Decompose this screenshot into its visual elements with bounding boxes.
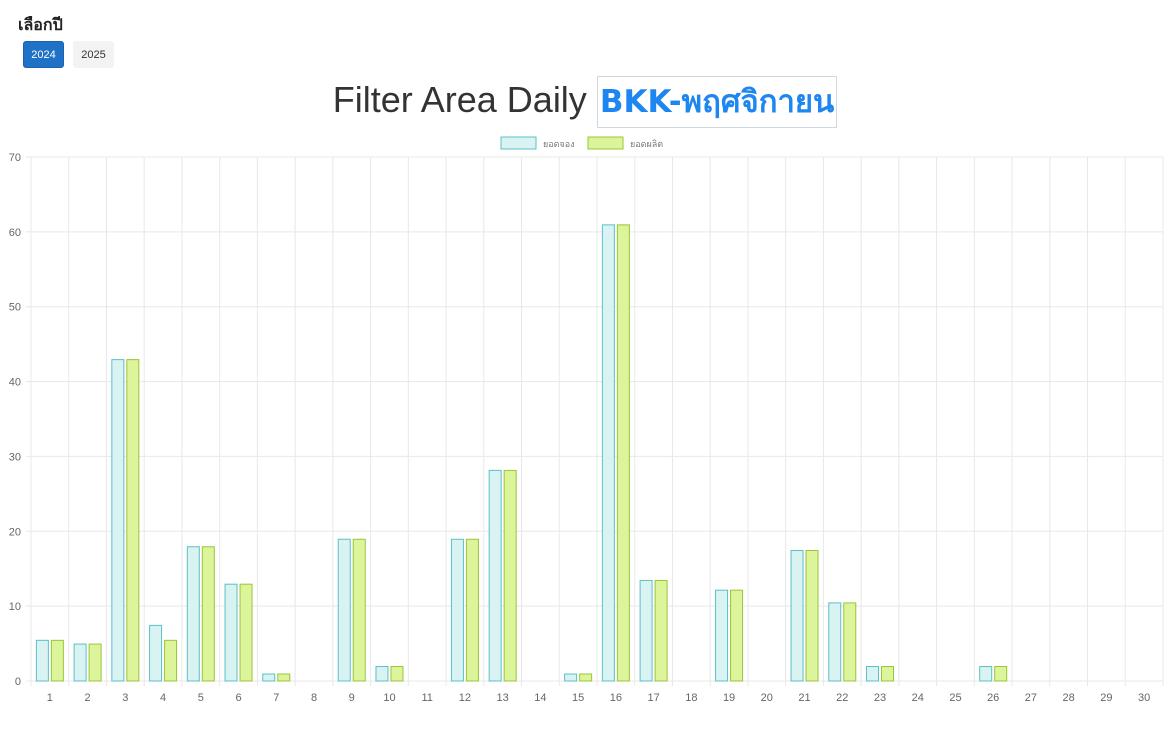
bar-production bbox=[201, 546, 215, 682]
bar-production bbox=[881, 666, 894, 682]
x-tick-label: 17 bbox=[647, 692, 659, 704]
x-tick-label: 29 bbox=[1100, 692, 1112, 704]
x-tick-label: 13 bbox=[497, 692, 509, 704]
year-button-group: 2024 2025 bbox=[23, 41, 114, 68]
chart-title: Filter Area Daily BKK-พฤศจิกายน bbox=[0, 74, 1170, 128]
bar-booking bbox=[564, 673, 578, 682]
bar-production bbox=[352, 538, 366, 682]
x-tick-label: 22 bbox=[836, 692, 848, 704]
bar-booking bbox=[639, 579, 653, 682]
x-tick-label: 28 bbox=[1063, 692, 1075, 704]
x-tick-label: 26 bbox=[987, 692, 999, 704]
y-tick-label: 40 bbox=[9, 377, 21, 389]
x-tick-label: 3 bbox=[122, 692, 128, 704]
bar-production bbox=[277, 673, 291, 682]
x-tick-label: 20 bbox=[761, 692, 773, 704]
bar-booking bbox=[375, 666, 389, 682]
y-tick-label: 70 bbox=[9, 152, 21, 164]
chart-title-prefix: Filter Area Daily bbox=[332, 79, 587, 120]
bar-booking bbox=[601, 224, 615, 682]
x-tick-label: 11 bbox=[421, 692, 432, 704]
x-tick-label: 19 bbox=[723, 692, 735, 704]
x-tick-label: 1 bbox=[47, 692, 53, 704]
x-tick-label: 18 bbox=[685, 692, 697, 704]
x-tick-label: 30 bbox=[1138, 692, 1150, 704]
y-tick-label: 60 bbox=[9, 227, 21, 239]
x-tick-label: 14 bbox=[534, 692, 546, 704]
x-tick-label: 6 bbox=[235, 692, 241, 704]
y-tick-label: 20 bbox=[9, 526, 21, 538]
legend-swatch bbox=[500, 136, 537, 150]
x-tick-label: 12 bbox=[459, 692, 471, 704]
year-button-2024[interactable]: 2024 bbox=[23, 41, 64, 68]
bar-booking bbox=[715, 589, 729, 682]
bar-production bbox=[126, 359, 140, 682]
y-tick-label: 50 bbox=[9, 302, 21, 314]
bar-booking bbox=[790, 550, 804, 682]
bar-production bbox=[164, 639, 178, 682]
bar-booking bbox=[488, 469, 502, 682]
x-tick-label: 7 bbox=[273, 692, 279, 704]
bar-booking bbox=[224, 583, 238, 682]
legend-swatch bbox=[587, 136, 624, 150]
bar-booking bbox=[73, 643, 87, 682]
bar-production bbox=[654, 579, 668, 682]
bar-production bbox=[390, 666, 404, 682]
x-tick-label: 8 bbox=[311, 692, 317, 704]
bar-booking bbox=[866, 666, 879, 682]
bar-production bbox=[239, 583, 253, 682]
y-tick-label: 10 bbox=[9, 601, 21, 613]
bar-production bbox=[730, 589, 744, 682]
bar-production bbox=[503, 469, 517, 682]
x-tick-label: 21 bbox=[798, 692, 810, 704]
x-tick-label: 16 bbox=[610, 692, 622, 704]
bar-production bbox=[579, 673, 593, 682]
x-tick-label: 25 bbox=[949, 692, 961, 704]
bar-booking bbox=[35, 639, 49, 682]
bar-production bbox=[88, 643, 102, 682]
x-tick-label: 10 bbox=[383, 692, 395, 704]
bar-production bbox=[616, 224, 630, 682]
bar-production bbox=[805, 550, 819, 682]
x-tick-label: 24 bbox=[912, 692, 924, 704]
bar-booking bbox=[828, 602, 842, 682]
chart-title-highlight: BKK-พฤศจิกายน bbox=[596, 76, 838, 128]
bar-production bbox=[465, 538, 479, 682]
legend-label: ยอดผลิต bbox=[630, 139, 663, 150]
bar-booking bbox=[450, 538, 464, 682]
bar-booking bbox=[337, 538, 351, 682]
bar-production bbox=[994, 666, 1008, 682]
bar-booking bbox=[979, 666, 993, 682]
x-tick-label: 4 bbox=[160, 692, 166, 704]
x-tick-label: 5 bbox=[198, 692, 204, 704]
y-tick-label: 0 bbox=[15, 676, 21, 688]
x-tick-label: 27 bbox=[1025, 692, 1037, 704]
bar-booking bbox=[111, 359, 125, 682]
bar-production bbox=[50, 639, 64, 682]
bar-booking bbox=[149, 624, 163, 682]
legend-label: ยอดจอง bbox=[543, 140, 575, 150]
year-heading: เลือกปี bbox=[18, 15, 63, 34]
x-tick-label: 23 bbox=[874, 692, 886, 704]
year-selector: เลือกปี 2024 2025 bbox=[18, 14, 114, 68]
x-tick-label: 9 bbox=[349, 692, 355, 704]
year-button-2025[interactable]: 2025 bbox=[73, 41, 114, 68]
y-tick-label: 30 bbox=[9, 451, 21, 463]
x-tick-label: 15 bbox=[572, 692, 584, 704]
bar-production bbox=[843, 602, 857, 682]
bar-booking bbox=[186, 546, 200, 682]
x-tick-label: 2 bbox=[85, 692, 91, 704]
bar-booking bbox=[262, 673, 276, 682]
